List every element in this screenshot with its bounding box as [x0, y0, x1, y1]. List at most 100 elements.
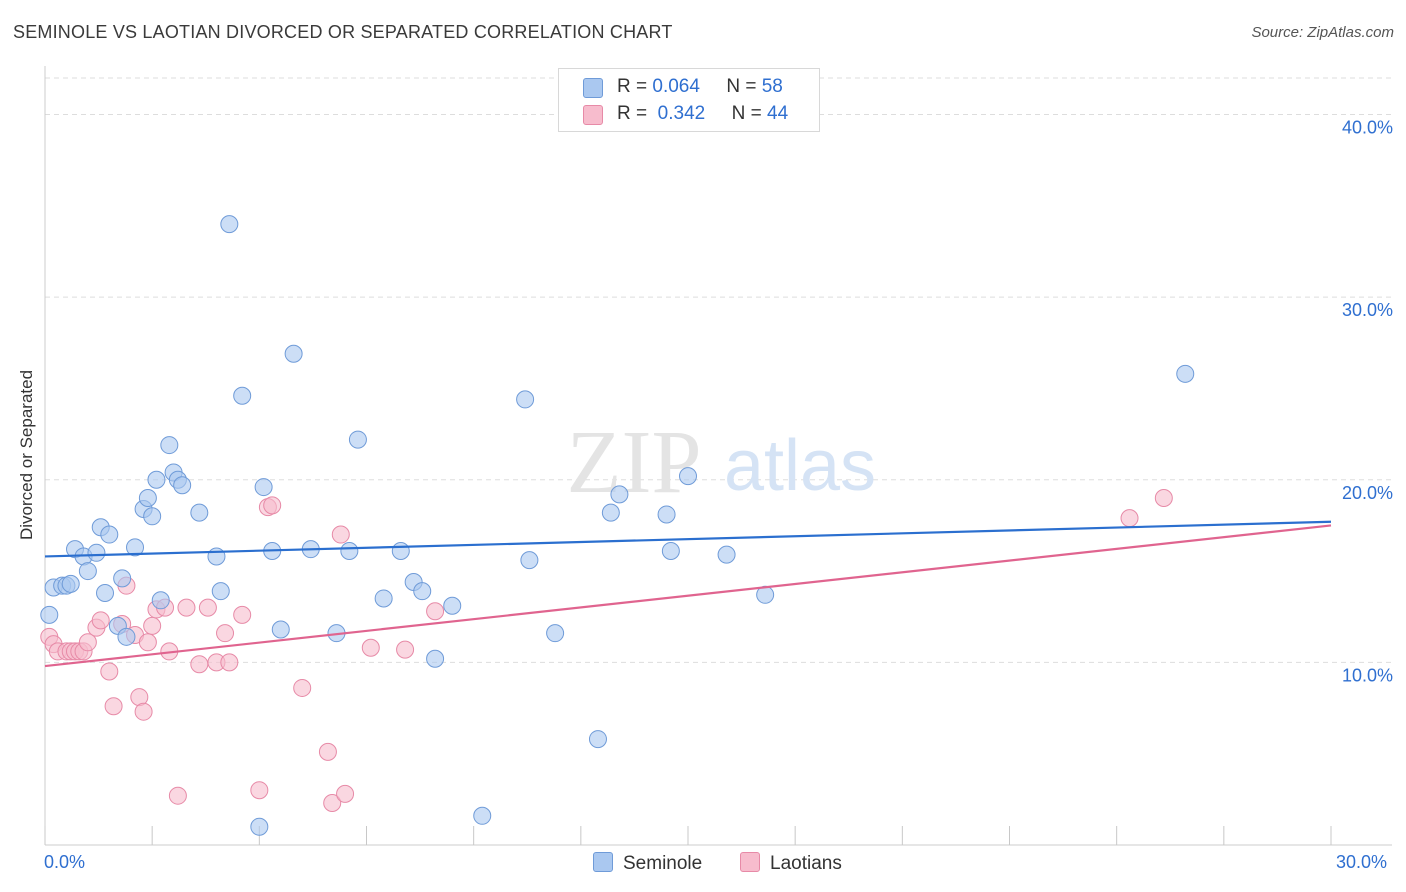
y-tick-label: 20.0% [1342, 483, 1393, 503]
watermark-zip: ZIP [567, 413, 702, 512]
laotian-point [190, 655, 209, 674]
seminole-point [220, 215, 239, 234]
laotian-point [78, 633, 97, 652]
seminole-point [190, 503, 209, 522]
watermark-atlas: atlas [724, 426, 876, 506]
laotian-point [331, 525, 350, 544]
watermark: ZIP atlas [567, 413, 877, 512]
seminole-point [160, 436, 179, 455]
seminole-point [271, 620, 290, 639]
seminole-point [340, 541, 359, 560]
seminole-point [126, 538, 145, 557]
laotian-point [233, 605, 252, 624]
laotian-point [198, 598, 217, 617]
seminole-point [138, 489, 157, 508]
laotian-points [40, 489, 1173, 812]
seminole-point [207, 547, 226, 566]
n-value-laotians: 44 [767, 103, 789, 124]
laotian-point [143, 616, 162, 635]
seminole-point [61, 574, 80, 593]
seminole-point [661, 541, 680, 560]
laotian-point [91, 611, 110, 630]
seminole-point [588, 730, 607, 749]
x-tick-label-max: 30.0% [1336, 852, 1388, 872]
trend-lines [44, 520, 1332, 668]
seminole-point [284, 344, 303, 363]
seminole-point [520, 551, 539, 570]
laotian-point [100, 662, 119, 681]
laotian-point [263, 496, 282, 515]
axes [44, 66, 1392, 846]
y-tick-labels: 10.0% 20.0% 30.0% 40.0% [1342, 118, 1393, 686]
laotian-point [220, 653, 239, 672]
legend-item-laotians: Laotians [740, 852, 842, 875]
laotian-trend-line [44, 524, 1332, 668]
x-tick-label-min: 0.0% [44, 852, 86, 872]
laotian-point [426, 602, 445, 621]
seminole-point [473, 806, 492, 825]
seminole-point [374, 589, 393, 608]
n-label: N = [731, 103, 762, 124]
seminole-point [40, 605, 59, 624]
seminole-point [516, 390, 535, 409]
seminole-point [657, 505, 676, 524]
seminole-point [254, 478, 273, 497]
seminole-point [173, 476, 192, 495]
r-label: R = [617, 103, 648, 124]
n-label: N = [726, 76, 757, 97]
seminole-point [546, 624, 565, 643]
laotian-point [361, 638, 380, 657]
seminole-point [117, 627, 136, 646]
seminole-point [143, 507, 162, 526]
r-label: R = [617, 76, 648, 97]
laotian-point [323, 793, 342, 812]
seminole-point [211, 582, 230, 601]
seminole-trend-line [44, 520, 1332, 558]
laotian-point [168, 786, 187, 805]
y-tick-label: 30.0% [1342, 300, 1393, 320]
seminole-point [679, 467, 697, 486]
seminole-point [413, 582, 432, 601]
seminole-point [717, 545, 736, 564]
seminole-point [96, 583, 115, 602]
seminole-point [100, 525, 119, 544]
y-tick-label: 10.0% [1342, 665, 1393, 685]
laotian-point [177, 598, 196, 617]
seminole-point [610, 485, 629, 504]
laotian-point [138, 633, 157, 652]
seminole-point [151, 591, 170, 610]
r-value-seminole: 0.064 [652, 76, 700, 97]
seminole-point [348, 430, 367, 449]
source-label: Source: ZipAtlas.com [1251, 24, 1394, 41]
seminole-point [426, 649, 445, 668]
chart-title: SEMINOLE VS LAOTIAN DIVORCED OR SEPARATE… [13, 22, 673, 42]
seminole-point [78, 562, 97, 581]
seminole-point [443, 596, 462, 615]
y-axis-label: Divorced or Separated [17, 369, 36, 541]
seminole-point [1176, 364, 1195, 383]
seminole-point [113, 569, 132, 588]
laotian-point [1154, 489, 1173, 508]
seminole-swatch [583, 78, 603, 98]
seminole-point [147, 470, 166, 489]
seminole-point [233, 386, 252, 405]
laotian-point [293, 678, 312, 697]
legend-label-seminole: Seminole [623, 853, 703, 874]
legend-label-laotians: Laotians [770, 853, 842, 874]
seminole-point [87, 543, 106, 562]
r-value-laotians: 0.342 [657, 103, 706, 124]
laotian-point [336, 784, 355, 803]
seminole-point [250, 817, 269, 836]
laotian-point [318, 742, 337, 761]
seminole-swatch [593, 852, 613, 872]
n-value-seminole: 58 [761, 76, 783, 97]
laotian-swatch [740, 852, 760, 872]
laotian-point [396, 640, 415, 659]
laotian-point [250, 781, 269, 800]
seminole-points [40, 215, 1195, 836]
seminole-point [391, 541, 410, 560]
seminole-point [601, 503, 620, 522]
correlation-legend: R = 0.064 N = 58 R = 0.342 N = 44 [558, 68, 820, 132]
laotian-point [216, 624, 235, 643]
